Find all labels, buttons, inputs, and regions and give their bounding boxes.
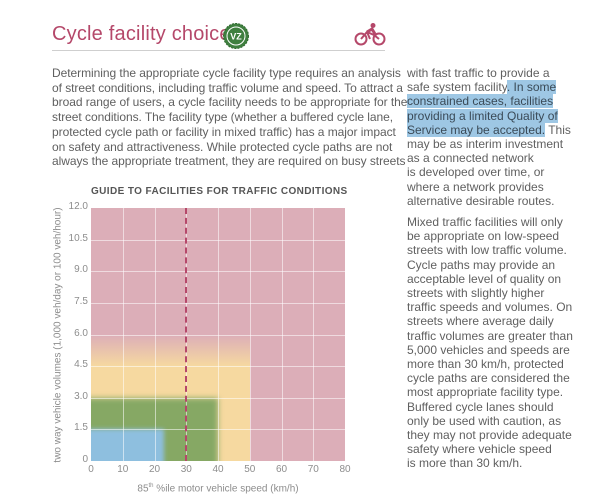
grid-line (91, 397, 345, 399)
text-line: of street conditions, including traffic … (52, 80, 403, 95)
grid-line (91, 429, 345, 431)
y-tick-label: 0 (82, 454, 88, 465)
highlighted-text: . In some (506, 80, 557, 95)
text-line: with fast traffic to provide a (407, 66, 550, 80)
grid-line (91, 366, 345, 368)
y-axis-label: two way vehicle volumes (1,000 veh/day o… (52, 207, 64, 463)
text-segment: as a connected network (407, 151, 534, 166)
text-line: may be as interim investment (407, 137, 563, 151)
y-tick-label: 9.0 (74, 264, 88, 276)
text-segment: may be as interim investment (407, 137, 564, 151)
text-line: where a network provides (407, 180, 544, 194)
bicycle-icon (354, 23, 386, 46)
text-line: Determining the appropriate cycle facili… (52, 66, 401, 80)
facility-region (91, 429, 165, 461)
text-line: Buffered cycle lanes should (407, 399, 554, 414)
text-line: be appropriate on low-speed (407, 229, 560, 244)
text-line: providing a limited Quality of (407, 108, 558, 123)
y-tick-label: 7.5 (74, 295, 88, 307)
text-segment: safe system facility (407, 80, 507, 95)
text-line: Cycle paths may provide an (407, 257, 556, 272)
y-tick-label: 10.5 (68, 232, 88, 244)
text-line: streets with slightly higher (407, 286, 545, 300)
text-line: cycle paths are considered the (407, 371, 570, 386)
text-line: is developed over time, or (407, 165, 544, 179)
text-line: protected cycle path or facility in mixe… (52, 124, 396, 139)
text-line: safety where vehicle speed (407, 442, 552, 457)
svg-text:VZ: VZ (230, 32, 242, 42)
x-label-superscript: th (148, 483, 154, 489)
text-line: streets with low traffic volume. (407, 243, 567, 258)
highlighted-text: constrained cases, facilities (407, 94, 554, 109)
x-tick-label: 30 (180, 464, 192, 475)
chart-title: GUIDE TO FACILITIES FOR TRAFFIC CONDITIO… (91, 186, 348, 197)
speed-threshold-line (185, 208, 188, 461)
text-segment: alternative desirable routes. (407, 193, 555, 208)
x-label-prefix: 85 (137, 483, 149, 495)
x-axis-label: 85th %ile motor vehicle speed (km/h) (91, 483, 345, 494)
text-line: is more than 30 km/h. (407, 456, 523, 471)
text-line: alternative desirable routes. (407, 194, 554, 208)
text-line: Service may be accepted. This (407, 122, 571, 137)
text-line: only be used with caution, as (407, 413, 562, 428)
x-label-rest: %ile motor vehicle speed (km/h) (153, 483, 299, 495)
text-line: Mixed traffic facilities will only (407, 215, 563, 229)
text-line: safe system facility. In some (407, 80, 557, 95)
text-line: streets where average daily (407, 314, 554, 329)
text-line: traffic volumes are greater than (407, 328, 573, 343)
text-segment: This (545, 122, 571, 137)
y-tick-label: 1.5 (74, 422, 88, 434)
text-line: acceptable level of quality on (407, 271, 562, 286)
title-divider (52, 50, 385, 51)
text-segment: where a network provides (407, 179, 544, 194)
x-tick-label: 0 (88, 464, 94, 475)
x-tick-label: 80 (339, 464, 351, 475)
x-tick-label: 20 (148, 464, 161, 475)
y-tick-label: 12.0 (68, 201, 88, 212)
x-tick-label: 40 (212, 464, 224, 475)
text-line: more than 30 km/h, protected (407, 357, 564, 371)
text-line: on safety and attractiveness. While prot… (52, 139, 393, 154)
y-tick-label: 3.0 (74, 390, 88, 402)
x-tick-label: 70 (307, 464, 319, 475)
text-line: as a connected network (407, 151, 534, 165)
highlighted-text: providing a limited Quality of (407, 108, 558, 123)
x-tick-label: 50 (244, 464, 256, 475)
vz-badge-icon: VZ (223, 23, 249, 49)
highlighted-text: Service may be accepted. (407, 122, 546, 137)
text-segment: is developed over time, or (407, 165, 545, 180)
text-line: always the appropriate treatment, they a… (52, 154, 406, 169)
chart-plot-area (91, 208, 345, 461)
text-line: broad range of users, a cycle facility n… (52, 95, 408, 110)
text-line: 5,000 vehicles and speeds are (407, 342, 570, 357)
grid-line (91, 239, 345, 241)
text-segment: with fast traffic to provide a (407, 66, 550, 80)
grid-line (91, 302, 345, 304)
grid-line (91, 334, 345, 336)
text-line: street conditions. The facility type (wh… (52, 110, 394, 125)
x-tick-label: 60 (275, 464, 288, 475)
text-line: they may not provide adequate (407, 428, 572, 442)
text-line: traffic speeds and volumes. On (407, 300, 573, 315)
y-tick-label: 4.5 (74, 359, 88, 371)
y-tick-label: 6.0 (74, 327, 88, 339)
x-tick-label: 10 (117, 464, 129, 475)
text-line: most appropriate facility type. (407, 385, 564, 400)
page-title: Cycle facility choice (52, 23, 231, 45)
grid-line (91, 271, 345, 273)
text-line: constrained cases, facilities (407, 94, 554, 109)
